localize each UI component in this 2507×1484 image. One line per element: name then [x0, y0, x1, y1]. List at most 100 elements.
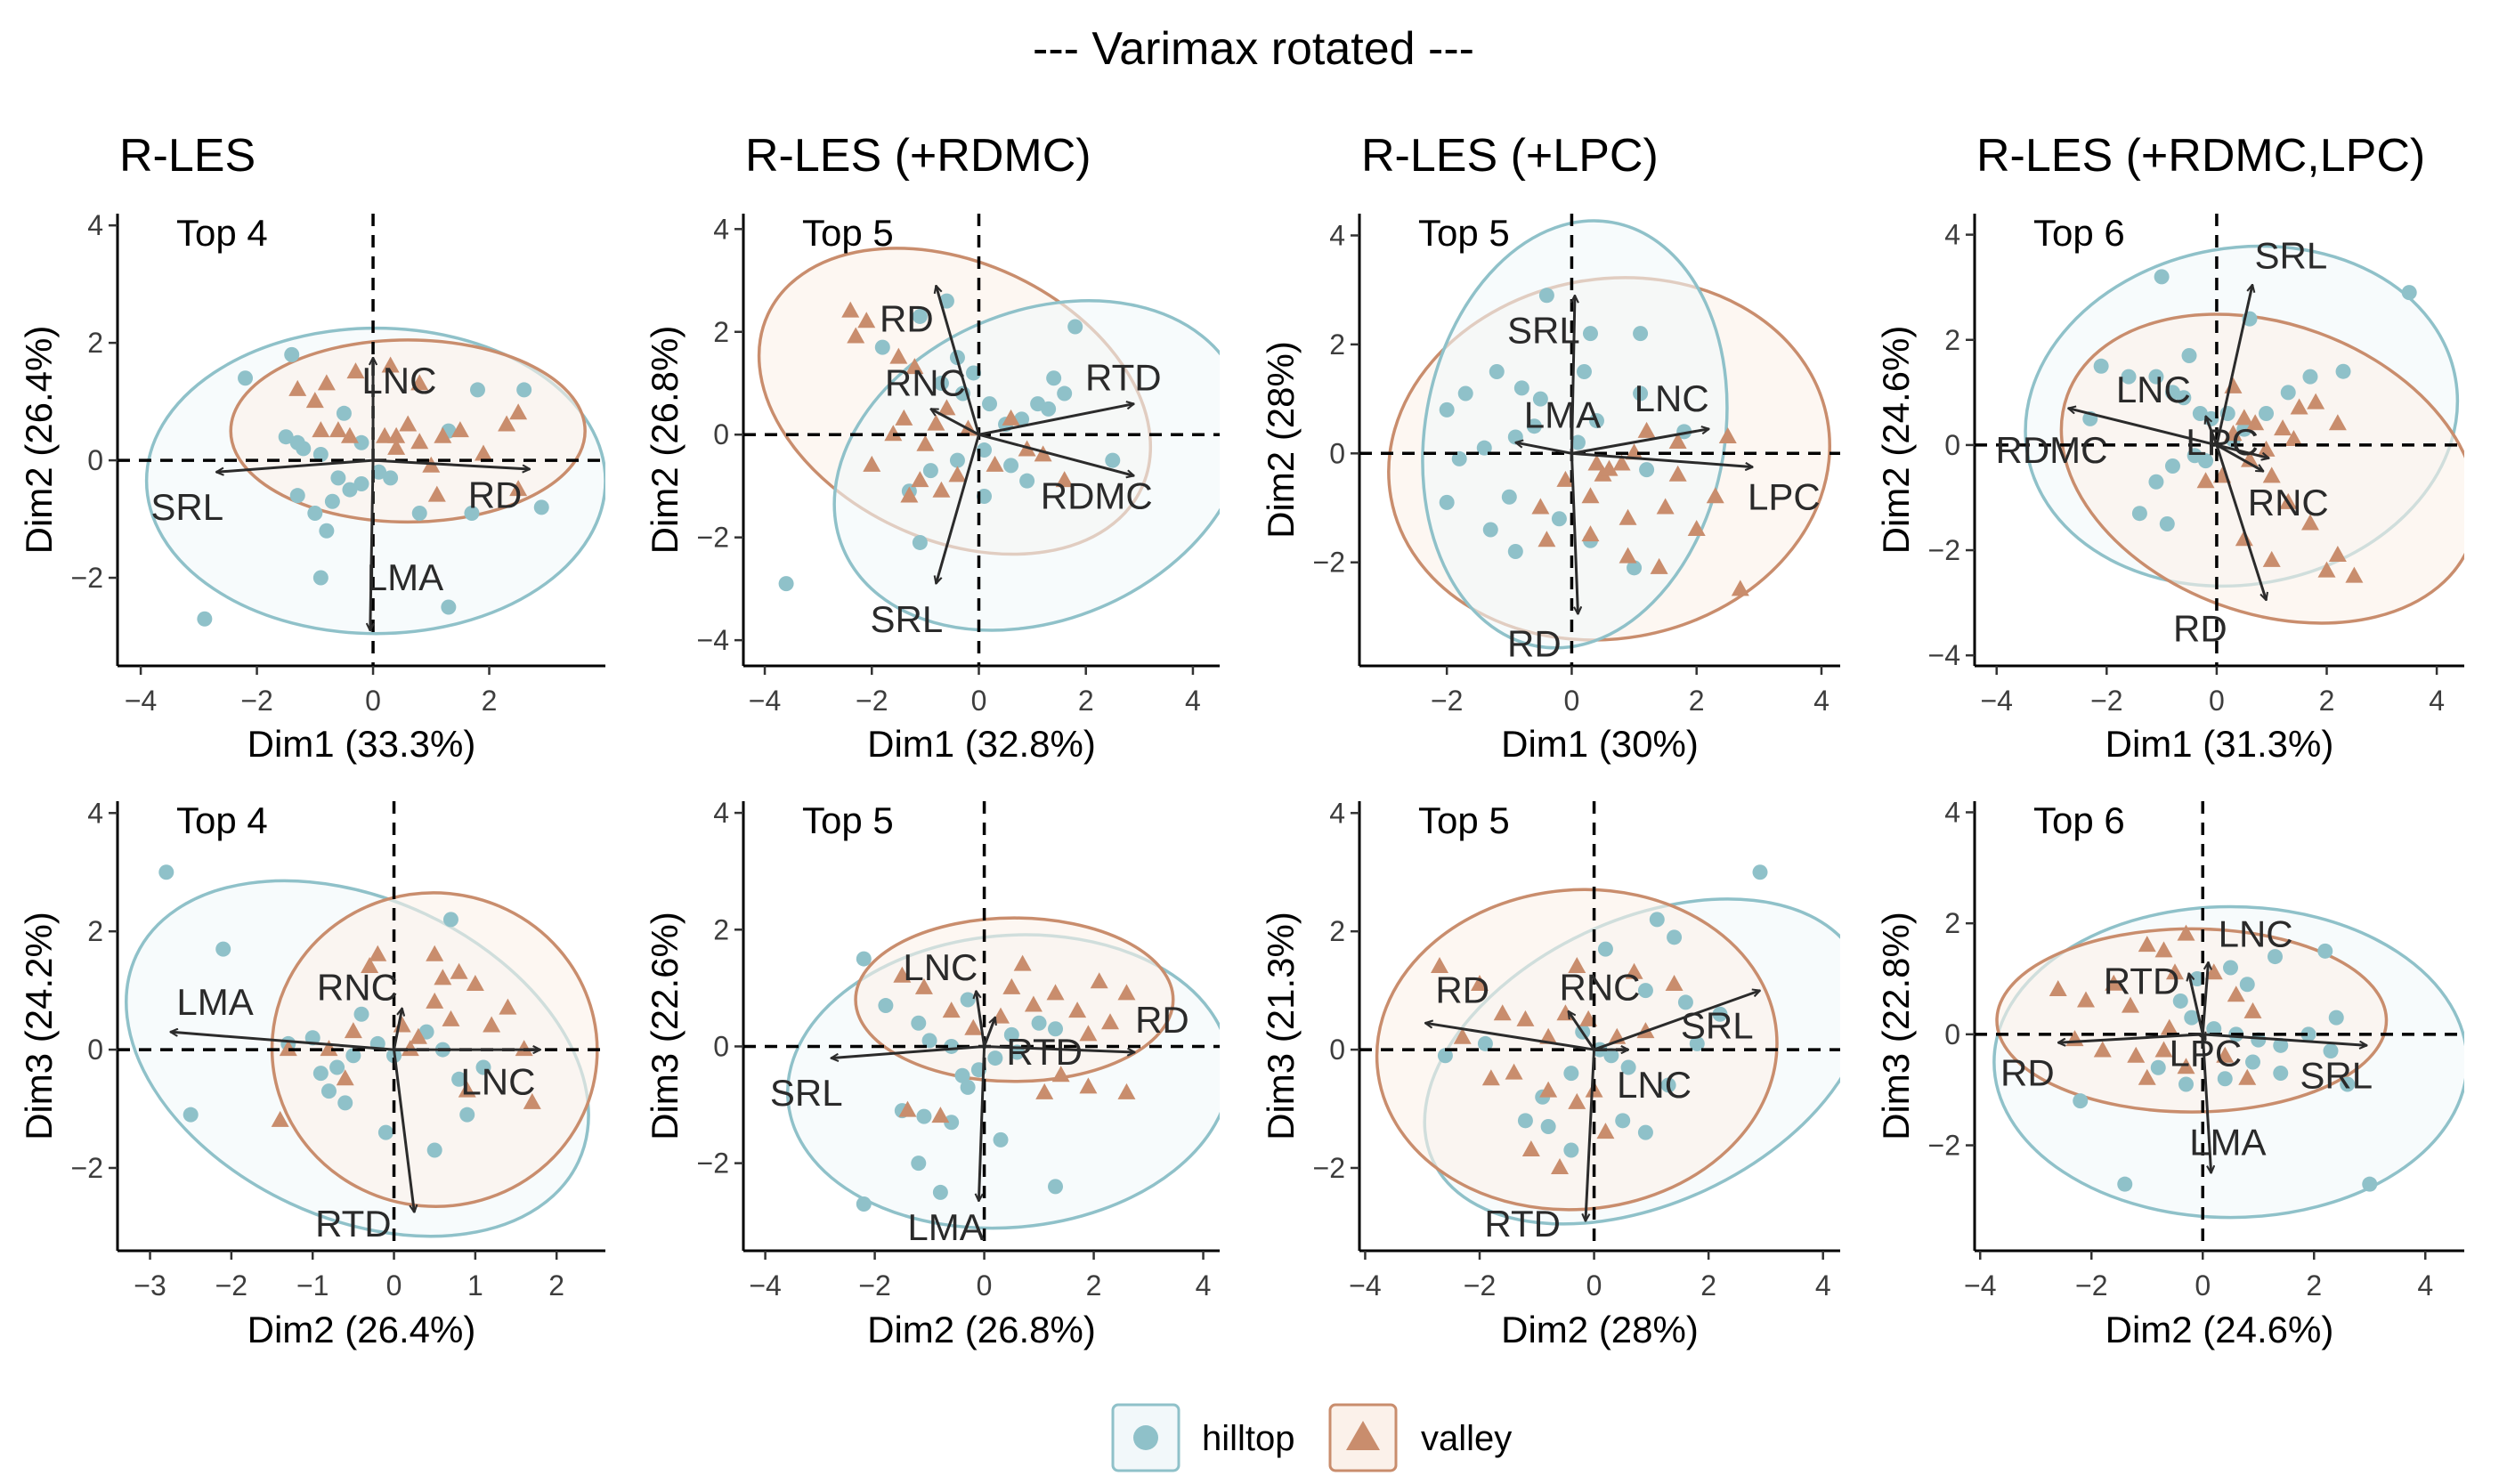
- point-valley: [2138, 936, 2156, 953]
- point-hilltop: [1532, 391, 1548, 407]
- point-hilltop: [912, 308, 928, 324]
- loading-arrow-srl: [2203, 1033, 2366, 1045]
- point-hilltop: [922, 463, 938, 479]
- loading-label-rd: RD: [1435, 969, 1489, 1011]
- top-n-label: Top 5: [802, 212, 894, 254]
- x-tick-label: 0: [386, 1269, 402, 1302]
- point-hilltop: [2148, 474, 2164, 490]
- point-hilltop: [337, 1095, 353, 1111]
- point-hilltop: [916, 1108, 932, 1124]
- loading-label-lma: LMA: [907, 1206, 984, 1248]
- point-hilltop: [451, 1071, 467, 1087]
- x-tick-label: 2: [482, 685, 498, 717]
- loading-arrow-srl: [1594, 991, 1760, 1051]
- point-hilltop: [933, 376, 949, 391]
- x-tick-label: −4: [1964, 1269, 1996, 1302]
- point-hilltop: [2323, 1043, 2339, 1059]
- point-hilltop: [1031, 1015, 1047, 1031]
- point-hilltop: [1489, 363, 1505, 379]
- x-axis-label: Dim1 (30%): [1501, 723, 1699, 765]
- x-tick-label: −4: [749, 1269, 781, 1302]
- point-valley: [863, 455, 881, 472]
- point-valley: [1090, 972, 1108, 989]
- loading-arrow-rtd: [1586, 1050, 1596, 1221]
- y-tick-label: −2: [1313, 547, 1345, 579]
- loading-label-lnc: LNC: [2116, 369, 2191, 410]
- point-hilltop: [1615, 1113, 1631, 1129]
- panel-title: R-LES (+LPC): [1361, 130, 1659, 182]
- loading-label-rtd: RTD: [1484, 1203, 1561, 1245]
- point-hilltop: [1712, 1006, 1728, 1022]
- legend-label-hilltop: hilltop: [1202, 1419, 1295, 1458]
- loading-arrow-rd: [984, 1044, 1135, 1052]
- legend-label-valley: valley: [1421, 1419, 1512, 1458]
- y-tick-label: −2: [697, 522, 729, 554]
- point-hilltop: [911, 1156, 927, 1172]
- point-hilltop: [475, 1059, 491, 1075]
- y-tick-label: 0: [1329, 1034, 1345, 1066]
- point-hilltop: [2176, 390, 2192, 406]
- loading-label-lpc: LPC: [2186, 421, 2259, 463]
- loading-label-lpc: LPC: [1748, 475, 1821, 517]
- panel-3: R-LES (+LPC) SRL LNC LMA LPC RD Top 5 −2 0 2 4 −2 0 2…: [1260, 130, 1840, 765]
- point-hilltop: [1437, 1048, 1453, 1064]
- point-valley: [937, 399, 956, 416]
- point-hilltop: [1003, 458, 1019, 474]
- x-tick-label: 4: [1185, 685, 1201, 717]
- y-axis-label: Dim2 (28%): [1260, 341, 1302, 539]
- plot-area: [757, 247, 1220, 632]
- point-valley: [1516, 1010, 1535, 1026]
- loading-label-lma: LMA: [1524, 393, 1601, 435]
- point-valley: [884, 425, 903, 442]
- point-hilltop: [2300, 1026, 2316, 1042]
- loading-arrow-rnc: [930, 408, 980, 436]
- point-valley: [499, 998, 517, 1015]
- point-valley: [857, 312, 876, 328]
- y-tick-label: −2: [697, 1147, 729, 1180]
- loading-arrow-rnc: [393, 1009, 402, 1050]
- x-tick-label: 4: [1196, 1269, 1212, 1302]
- loading-label-srl: SRL: [1681, 1005, 1754, 1047]
- point-valley: [942, 1001, 961, 1018]
- point-hilltop: [371, 464, 387, 480]
- point-hilltop: [1660, 1077, 1676, 1093]
- point-hilltop: [965, 365, 981, 381]
- top-n-label: Top 4: [176, 212, 268, 254]
- y-tick-label: −2: [1928, 1130, 1960, 1162]
- panel-title: R-LES (+RDMC): [745, 130, 1091, 182]
- x-tick-label: −2: [858, 1269, 890, 1302]
- loading-label-rdmc: RDMC: [1041, 475, 1153, 517]
- point-hilltop: [1477, 1035, 1493, 1051]
- point-hilltop: [516, 382, 532, 398]
- x-tick-label: 2: [1086, 1269, 1102, 1302]
- point-valley: [2122, 996, 2139, 1013]
- point-hilltop: [2273, 1065, 2289, 1081]
- loading-arrow-rd: [2215, 444, 2267, 600]
- point-hilltop: [1439, 494, 1455, 510]
- point-valley: [1537, 531, 1556, 547]
- loading-label-rtd: RTD: [315, 1203, 392, 1245]
- point-valley: [344, 1022, 362, 1039]
- x-tick-label: −2: [240, 685, 272, 717]
- point-valley: [271, 1110, 289, 1127]
- point-hilltop: [2401, 285, 2417, 301]
- point-valley: [2238, 1068, 2257, 1085]
- y-tick-label: 2: [713, 316, 729, 348]
- loading-arrow-lma: [170, 1032, 394, 1051]
- y-axis-label: Dim3 (21.3%): [1260, 912, 1302, 1140]
- point-hilltop: [2328, 1010, 2344, 1026]
- y-tick-label: 2: [1944, 907, 1960, 939]
- loading-arrow-lnc: [2201, 962, 2208, 1034]
- point-valley: [410, 374, 429, 391]
- y-tick-label: 2: [87, 327, 103, 359]
- panel-6: LNC RD RTD SRL LMA Top 5 −4 −2 0 2 4 −2 0 2 4 Dim2 (26.…: [644, 797, 1220, 1350]
- point-hilltop: [1676, 424, 1692, 440]
- point-hilltop: [296, 441, 312, 457]
- top-n-label: Top 5: [802, 799, 894, 841]
- point-hilltop: [2236, 421, 2252, 437]
- point-valley: [2279, 492, 2298, 509]
- loading-arrow-rnc: [1569, 1011, 1595, 1050]
- x-tick-label: 0: [971, 685, 987, 717]
- point-hilltop: [1576, 363, 1592, 379]
